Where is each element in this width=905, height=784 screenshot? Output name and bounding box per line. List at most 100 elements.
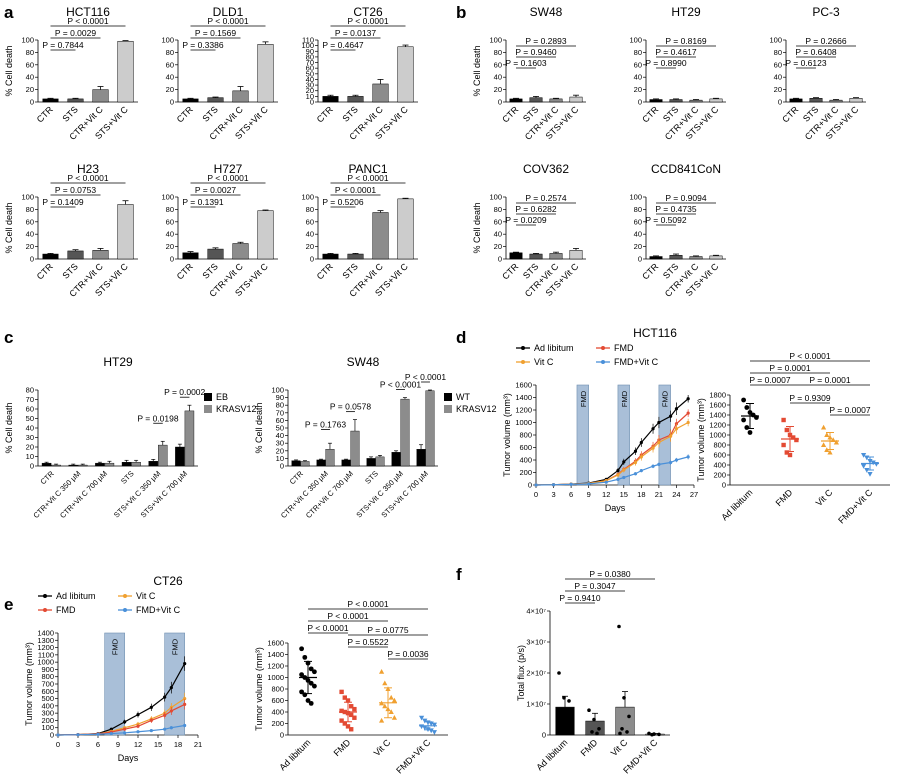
c2-p-value: P = 0.0578 (330, 402, 371, 412)
c1-ytick-label: 30 (26, 433, 34, 442)
e2-xtick-label: Ad libitum (277, 737, 312, 772)
c2-bar (391, 452, 401, 467)
a1-xtick-label: STS (60, 104, 79, 123)
a1-p-value: P < 0.0001 (67, 16, 108, 26)
d1-data-point (668, 414, 673, 418)
d1-data-point (633, 449, 638, 453)
c2-ylabel: % Cell death (254, 402, 264, 453)
e2-data-point (345, 724, 351, 729)
a2-ytick-label: 60 (166, 60, 174, 69)
b2-p-value: P = 0.8169 (665, 36, 706, 46)
b1-title: SW48 (530, 5, 563, 19)
f1-ytick-label: 1×10⁷ (526, 700, 546, 709)
b2-ytick-label: 80 (634, 48, 642, 57)
c2-ytick-label: 60 (276, 416, 284, 425)
c2-legend-swatch (444, 405, 452, 413)
b1-ytick-label: 80 (494, 48, 502, 57)
e1-xtick-label: 21 (194, 740, 202, 749)
c2-bar (325, 449, 335, 467)
a4-title: H23 (77, 162, 99, 176)
b5-bar (669, 255, 683, 260)
e1-data-point (163, 695, 167, 699)
d1-data-point (657, 462, 661, 466)
f1-data-point (558, 730, 562, 734)
d1-xtick-label: 21 (655, 490, 663, 499)
b5-xtick-label: CTR (640, 261, 661, 282)
a1-ytick-label: 20 (26, 85, 34, 94)
d2-xtick-label: FMD (774, 487, 795, 508)
e2-ytick-label: 1400 (267, 650, 284, 659)
c1-bar (184, 410, 195, 467)
c2-bar (316, 459, 326, 467)
c2-xtick-label: STS (363, 469, 380, 486)
b2-bar (709, 98, 723, 103)
d1-legend-label: Ad libitum (534, 343, 574, 353)
d2-data-point (784, 450, 789, 455)
f1-data-point (597, 727, 601, 731)
e1-series-line (57, 724, 185, 736)
a1-bar (92, 89, 109, 103)
e2-data-point (342, 695, 347, 700)
f1-ytick-label: 3×10⁷ (526, 638, 546, 647)
d2-data-point (861, 453, 867, 458)
c1-xtick-label: STS (119, 469, 136, 486)
d1-data-point (639, 469, 643, 473)
a5-bar (232, 243, 249, 260)
a5-ytick-label: 20 (166, 242, 174, 251)
b3-p-value: P = 0.6408 (795, 47, 836, 57)
d1-fmd-band-label: FMD (579, 390, 588, 407)
a1-ylabel: % Cell death (4, 45, 14, 96)
e2-data-point (352, 706, 357, 712)
d2-p-value: P < 0.0001 (789, 351, 830, 361)
a6-p-value: P < 0.0001 (335, 185, 376, 195)
c2-ytick-label: 10 (276, 454, 284, 463)
d2-ytick-label: 1200 (709, 421, 726, 430)
e1-ytick-label: 200 (41, 716, 54, 725)
d2-p-value: P = 0.0001 (809, 375, 850, 385)
e2-data-point (349, 727, 354, 732)
b1-bar (549, 98, 563, 103)
c1-bar (131, 462, 141, 467)
e1-legend-marker (43, 594, 47, 598)
f1-xtick-label: Ad libitum (534, 737, 569, 772)
e2-p-value: P = 0.5522 (347, 637, 388, 647)
d2-ytick-label: 200 (713, 471, 726, 480)
c1-p-value: P = 0.0198 (137, 413, 178, 423)
f1-data-point (618, 731, 622, 736)
f1-data-point (647, 731, 651, 736)
a3-ytick-label: 0 (310, 98, 314, 107)
b4-ytick-label: 60 (494, 217, 502, 226)
e2-data-point (302, 654, 308, 660)
c1-ytick-label: 80 (26, 386, 34, 395)
f1-ylabel: Total flux (p/s) (516, 645, 526, 701)
d2-p-value: P = 0.0007 (829, 405, 870, 415)
d1-ytick-label: 400 (519, 456, 532, 465)
e2-ytick-label: 400 (271, 708, 284, 717)
a6-title: PANC1 (348, 162, 387, 176)
a3-bar (372, 83, 389, 103)
e1-ytick-label: 500 (41, 694, 54, 703)
b1-p-value: P = 0.2893 (525, 36, 566, 46)
c2-ytick-label: 50 (276, 424, 284, 433)
c2-xtick-label: CTR (288, 469, 306, 487)
e1-xtick-label: 6 (96, 740, 100, 749)
e1-fmd-band-label: FMD (111, 638, 120, 655)
b3-ytick-label: 100 (769, 36, 782, 45)
a2-xtick-label: CTR (175, 104, 196, 125)
e1-xtick-label: 12 (134, 740, 142, 749)
d2-data-point (824, 432, 830, 437)
b1-xtick-label: CTR (500, 104, 521, 125)
d2-data-point (781, 417, 786, 423)
a5-bar (207, 248, 224, 260)
b4-p-value: P = 0.6282 (515, 204, 556, 214)
a2-ytick-label: 0 (170, 98, 174, 107)
a5-ytick-label: 60 (166, 217, 174, 226)
e2-data-point (339, 708, 344, 714)
b3-xtick-label: CTR (780, 104, 801, 125)
d1-data-point (686, 411, 690, 415)
d1-data-point (622, 460, 626, 464)
b4-p-value: P = 0.0209 (505, 215, 546, 225)
d1-data-point (657, 420, 661, 425)
